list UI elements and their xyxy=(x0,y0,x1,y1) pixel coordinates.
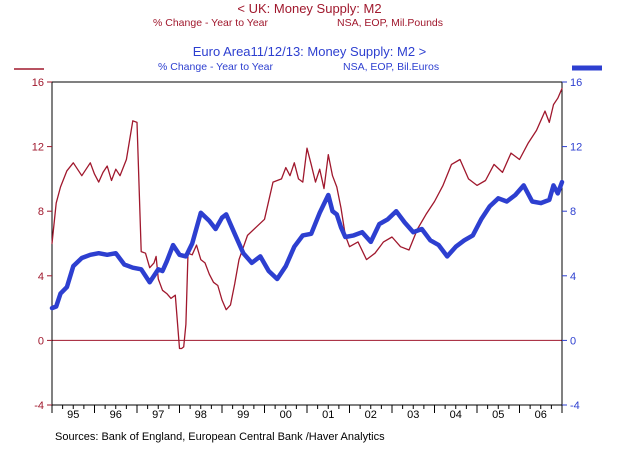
right-tick-label: 4 xyxy=(570,271,576,283)
x-tick-label: 04 xyxy=(450,409,462,421)
x-tick-label: 00 xyxy=(280,409,292,421)
x-tick-label: 97 xyxy=(152,409,164,421)
x-tick-label: 96 xyxy=(110,409,122,421)
right-tick-label: 16 xyxy=(570,77,582,89)
plot-border xyxy=(51,81,563,406)
x-tick-label: 03 xyxy=(407,409,419,421)
x-tick-label: 99 xyxy=(237,409,249,421)
x-axis: 95 96 97 98 99 00 01 02 03 04 05 06 xyxy=(51,405,563,421)
legend-keys xyxy=(14,65,602,71)
uk-series-title: < UK: Money Supply: M2 xyxy=(237,1,382,16)
right-tick-label: 8 xyxy=(570,206,576,218)
x-tick-label: 02 xyxy=(365,409,377,421)
uk-series-subtitle-measure: % Change - Year to Year xyxy=(153,17,269,29)
left-tick-label: -4 xyxy=(34,400,44,412)
euro-m2-series-line xyxy=(49,179,565,311)
x-tick-label: 05 xyxy=(492,409,504,421)
x-tick-label: 01 xyxy=(322,409,334,421)
series-lines xyxy=(49,87,565,350)
sources-note: Sources: Bank of England, European Centr… xyxy=(55,431,385,443)
left-tick-label: 8 xyxy=(38,206,44,218)
left-tick-label: 16 xyxy=(32,77,44,89)
right-axis: -4 0 4 8 12 16 xyxy=(562,77,582,412)
x-tick-label: 98 xyxy=(195,409,207,421)
euro-series-subtitle-measure: % Change - Year to Year xyxy=(158,61,274,73)
right-tick-label: -4 xyxy=(570,400,580,412)
left-tick-label: 12 xyxy=(32,142,44,154)
right-tick-label: 0 xyxy=(570,335,576,347)
right-tick-label: 12 xyxy=(570,142,582,154)
euro-series-subtitle-units: NSA, EOP, Bil.Euros xyxy=(343,61,440,73)
plot-frame xyxy=(51,81,563,406)
x-tick-label: 95 xyxy=(67,409,79,421)
left-tick-label: 4 xyxy=(38,271,44,283)
euro-series-title: Euro Area11/12/13: Money Supply: M2 > xyxy=(192,44,427,59)
left-axis: -4 0 4 8 12 16 xyxy=(32,77,52,412)
left-tick-label: 0 xyxy=(38,335,44,347)
x-tick-label: 06 xyxy=(535,409,547,421)
uk-m2-series-line xyxy=(51,87,563,350)
uk-series-subtitle-units: NSA, EOP, Mil.Pounds xyxy=(337,17,444,29)
